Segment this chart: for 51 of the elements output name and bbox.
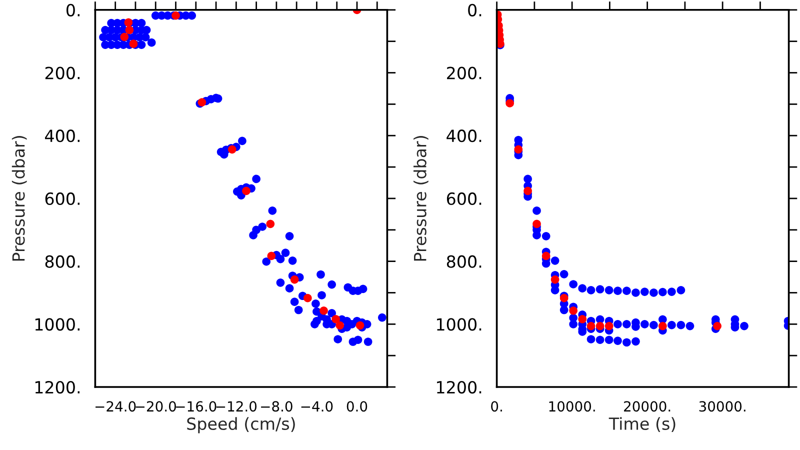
y-tick-label: 600. [446,192,482,206]
y-tick-label: 800. [45,255,80,268]
x-tick-label: −20.0 [136,401,176,412]
x-tick-label: 0. [491,401,502,412]
y-tick-label: 0. [468,4,482,16]
y-tick-label: 200. [45,66,80,80]
x-tick-label: −16.0 [176,401,216,412]
point [550,275,560,284]
point [267,252,276,260]
y-tick-label: 1000. [437,318,482,331]
point [569,306,578,315]
y-axis-title: Pressure (dbar) [12,136,27,261]
y-axis-title: Pressure (dbar) [414,136,428,261]
point [713,322,722,330]
point [242,186,250,196]
y-tick-label: 1000. [35,318,80,331]
x-tick-label: 20000. [624,401,670,412]
y-tick-label: 0. [66,4,80,16]
x-tick-label: 0.0 [346,401,368,412]
point [542,252,550,260]
point [290,275,299,284]
y-tick-label: 400. [446,130,482,142]
y-tick-label: 600. [45,192,80,206]
point [266,220,275,228]
y-tick-label: 800. [446,255,482,268]
x-tick-label: −12.0 [216,401,257,412]
x-axis-title: Speed (cm/s) [187,417,295,434]
y-tick-label: 1200. [35,380,80,394]
x-tick-label: 10000. [549,401,595,412]
x-tick-label: −4.0 [301,401,333,412]
y-tick-label: 1200. [437,380,482,394]
point [332,314,340,324]
point [524,186,532,196]
point [303,294,312,302]
point [125,26,134,34]
point [120,32,129,42]
y-tick-label: 400. [45,130,80,142]
point [532,220,541,228]
x-tick-label: −8.0 [261,401,292,412]
point [506,99,514,108]
point [320,306,328,315]
point [336,321,344,330]
x-axis-title: Time (s) [608,417,676,432]
point [604,322,614,330]
point [586,322,596,330]
x-tick-label: −24.0 [96,401,136,412]
point [596,322,604,330]
x-tick-label: 30000. [699,401,746,412]
point [578,314,587,324]
y-tick-label: 200. [447,66,482,80]
point [658,322,667,330]
